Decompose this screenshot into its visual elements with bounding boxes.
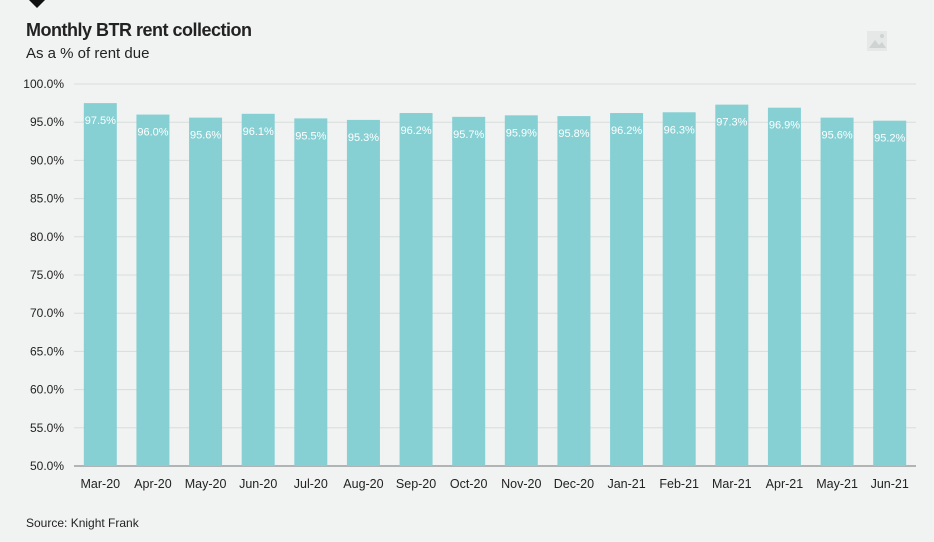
bar (189, 117, 223, 466)
y-tick-label: 70.0% (30, 306, 64, 320)
y-tick-label: 65.0% (30, 344, 64, 358)
data-label: 96.0% (137, 127, 168, 139)
data-label: 97.5% (85, 115, 116, 127)
data-label: 95.2% (874, 133, 905, 145)
bar (83, 103, 117, 466)
y-tick-label: 60.0% (30, 383, 64, 397)
y-tick-label: 85.0% (30, 192, 64, 206)
y-tick-label: 100.0% (23, 77, 64, 91)
x-tick-label: Apr-21 (766, 477, 804, 491)
x-tick-label: Apr-20 (134, 477, 172, 491)
bar (610, 113, 644, 467)
x-tick-label: May-20 (185, 477, 227, 491)
x-tick-label: Jun-20 (239, 477, 277, 491)
bar (294, 118, 328, 466)
data-label: 95.3% (348, 132, 379, 144)
data-label: 95.5% (295, 130, 326, 142)
x-tick-label: Oct-20 (450, 477, 488, 491)
x-tick-label: Jun-21 (871, 477, 909, 491)
x-tick-label: May-21 (816, 477, 858, 491)
chart-subtitle: As a % of rent due (26, 45, 150, 62)
chart-title: Monthly BTR rent collection (26, 20, 252, 40)
x-tick-label: Mar-20 (81, 477, 121, 491)
x-tick-label: Jan-21 (607, 477, 645, 491)
data-label: 95.6% (821, 130, 852, 142)
data-label: 95.7% (453, 129, 484, 141)
bar (873, 120, 907, 466)
bar (504, 115, 538, 466)
y-tick-label: 50.0% (30, 459, 64, 473)
bar (557, 116, 591, 466)
bar (452, 116, 486, 467)
x-tick-label: Aug-20 (343, 477, 383, 491)
image-icon[interactable] (866, 30, 888, 52)
x-tick-label: Nov-20 (501, 477, 541, 491)
data-label: 96.1% (243, 126, 274, 138)
data-label: 96.3% (664, 124, 695, 136)
data-label: 96.9% (769, 120, 800, 132)
data-label: 95.9% (506, 127, 537, 139)
source-note: Source: Knight Frank (26, 516, 139, 530)
bar (346, 119, 380, 467)
bar (767, 107, 801, 467)
bar (241, 113, 275, 467)
data-label: 95.8% (558, 128, 589, 140)
bar (820, 117, 854, 466)
x-tick-label: Dec-20 (554, 477, 594, 491)
bar (662, 112, 696, 466)
data-label: 96.2% (611, 125, 642, 137)
y-tick-label: 95.0% (30, 115, 64, 129)
data-label: 96.2% (400, 125, 431, 137)
y-tick-label: 90.0% (30, 153, 64, 167)
y-tick-label: 75.0% (30, 268, 64, 282)
y-tick-label: 55.0% (30, 421, 64, 435)
y-tick-label: 80.0% (30, 230, 64, 244)
x-tick-label: Mar-21 (712, 477, 752, 491)
bar (136, 114, 170, 466)
data-label: 97.3% (716, 117, 747, 129)
x-tick-label: Sep-20 (396, 477, 436, 491)
data-label: 95.6% (190, 130, 221, 142)
dropdown-marker-icon (29, 0, 45, 8)
x-tick-label: Jul-20 (294, 477, 328, 491)
bar (399, 113, 433, 467)
bar (715, 104, 749, 467)
x-tick-label: Feb-21 (659, 477, 699, 491)
